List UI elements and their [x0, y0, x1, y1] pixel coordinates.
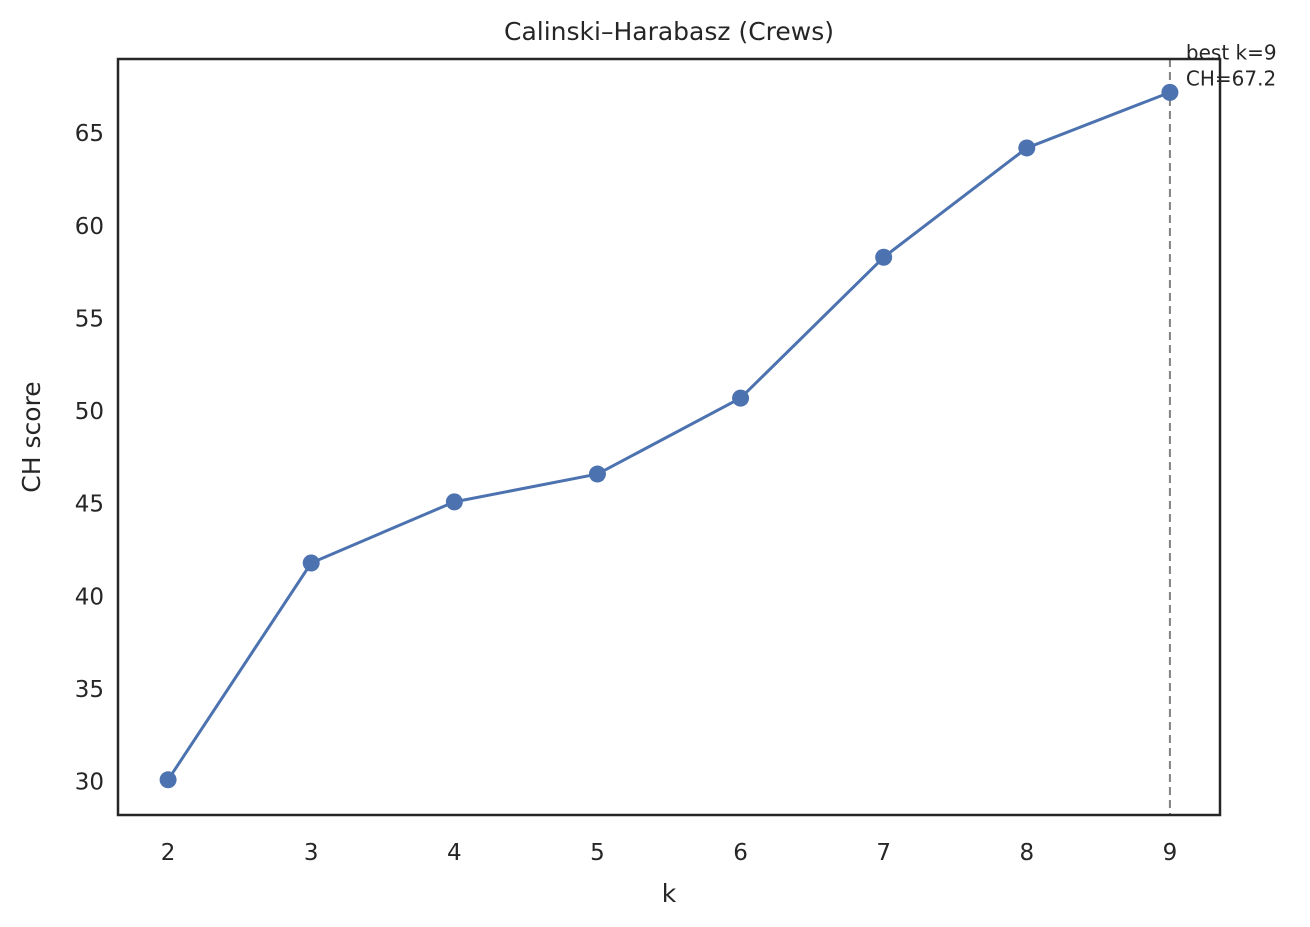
data-point	[445, 493, 463, 511]
y-tick-label: 40	[75, 584, 104, 610]
x-tick-label: 5	[590, 840, 605, 866]
y-axis-ticks: 30 35 40 45 50 55 60 65	[75, 121, 104, 796]
y-tick-label: 55	[75, 306, 104, 332]
annotation-line-1: best k=9	[1186, 40, 1277, 64]
y-tick-label: 60	[75, 214, 104, 240]
data-point	[1161, 83, 1179, 101]
plot-frame	[116, 57, 1222, 817]
x-tick-label: 9	[1163, 840, 1178, 866]
data-point	[588, 465, 606, 483]
data-point	[875, 248, 893, 266]
y-tick-label: 30	[75, 770, 104, 796]
y-tick-label: 65	[75, 121, 104, 147]
y-tick-label: 45	[75, 492, 104, 518]
x-tick-label: 6	[733, 840, 748, 866]
data-point	[1018, 139, 1036, 157]
x-tick-label: 7	[876, 840, 891, 866]
series-line	[166, 90, 1172, 782]
best-k-annotation: best k=9 CH=67.2	[1186, 40, 1283, 90]
x-axis-ticks: 2 3 4 5 6 7 8 9	[161, 840, 1177, 866]
x-tick-label: 4	[447, 840, 462, 866]
y-tick-label: 50	[75, 399, 104, 425]
data-points	[159, 83, 1179, 789]
chart-title: Calinski–Harabasz (Crews)	[504, 17, 834, 46]
y-tick-label: 35	[75, 677, 104, 703]
data-point	[732, 389, 750, 407]
annotation-line-2: CH=67.2	[1186, 66, 1276, 90]
data-point	[159, 771, 177, 789]
x-axis-label: k	[662, 879, 677, 908]
x-tick-label: 3	[304, 840, 319, 866]
data-point	[302, 554, 320, 572]
x-tick-label: 8	[1019, 840, 1034, 866]
y-axis-label: CH score	[17, 381, 46, 492]
x-tick-label: 2	[161, 840, 176, 866]
